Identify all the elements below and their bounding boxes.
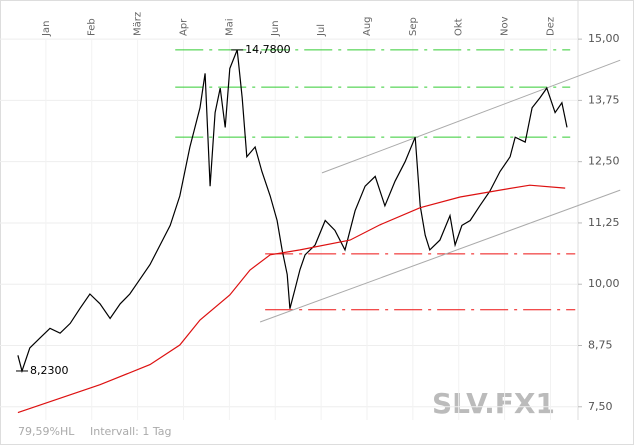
price-line <box>17 184 566 414</box>
annotation: 8,2300 <box>30 364 68 377</box>
x-tick-label: Jul <box>316 24 327 37</box>
price-line <box>17 49 568 374</box>
x-tick-label: Sep <box>408 17 419 36</box>
x-tick-label: Jun <box>270 20 281 37</box>
y-tick-label: 7,50 <box>588 400 613 413</box>
y-tick-label: 10,00 <box>588 277 620 290</box>
footer-text: 79,59%HL <box>18 425 75 438</box>
y-tick-label: 8,75 <box>588 338 613 351</box>
x-tick-label: Dez <box>545 17 556 36</box>
x-tick-label: Okt <box>454 18 465 36</box>
x-tick-label: Nov <box>500 16 511 36</box>
y-tick-label: 12,50 <box>588 155 620 168</box>
y-tick-label: 13,75 <box>588 93 620 106</box>
trend-line <box>321 59 621 174</box>
x-tick-label: Feb <box>87 18 98 36</box>
x-tick-label: März <box>133 12 144 36</box>
y-tick-label: 15,00 <box>588 32 620 45</box>
x-tick-label: Mai <box>224 18 235 36</box>
x-tick-label: Apr <box>178 18 189 36</box>
x-tick-label: Aug <box>362 16 373 36</box>
y-tick-label: 11,25 <box>588 216 620 229</box>
watermark: SLV.FX1 <box>432 387 555 420</box>
footer-text: Intervall: 1 Tag <box>90 425 172 438</box>
trend-line <box>259 189 621 323</box>
annotation: 14,7800 <box>245 43 291 56</box>
x-tick-label: Jan <box>41 21 52 37</box>
